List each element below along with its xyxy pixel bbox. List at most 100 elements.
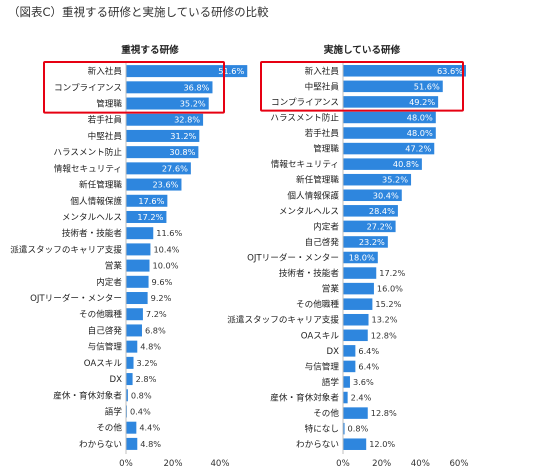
category-label: その他職種 xyxy=(296,298,339,310)
highlight-box xyxy=(260,61,464,112)
data-label: 23.2% xyxy=(359,237,385,247)
data-label: 27.6% xyxy=(162,163,188,173)
category-label: 個人情報保護 xyxy=(70,195,122,207)
chart-title: 実施している研修 xyxy=(324,44,401,56)
bar xyxy=(126,81,213,94)
category-label: 情報セキュリティ xyxy=(54,162,122,174)
bar xyxy=(343,158,422,170)
bar xyxy=(126,389,128,402)
category-label: 新任管理職 xyxy=(296,174,339,186)
bar xyxy=(343,422,345,435)
bar xyxy=(126,146,199,159)
bar xyxy=(126,437,138,450)
data-label: 17.6% xyxy=(138,196,164,206)
data-label: 0.4% xyxy=(130,406,151,416)
data-label: 4.8% xyxy=(140,439,161,449)
data-label: 30.4% xyxy=(373,190,399,200)
bar xyxy=(126,259,150,272)
category-label: ハラスメント防止 xyxy=(53,146,122,158)
category-label: メンタルヘルス xyxy=(62,212,122,223)
data-label: 6.4% xyxy=(358,346,379,356)
category-label: 語学 xyxy=(105,405,123,417)
data-label: 2.4% xyxy=(351,393,372,403)
bar xyxy=(126,194,168,207)
data-label: 9.2% xyxy=(151,293,172,303)
category-label: 新入社員 xyxy=(88,65,123,77)
category-label: 産休・育休対象者 xyxy=(270,392,339,404)
category-label: わからない xyxy=(296,439,339,450)
bar xyxy=(126,373,133,386)
bar xyxy=(126,227,154,240)
data-label: 27.2% xyxy=(367,221,393,231)
data-label: 15.2% xyxy=(375,299,401,309)
data-label: 12.8% xyxy=(371,408,397,418)
x-tick-label: 20% xyxy=(372,459,391,469)
data-label: 6.4% xyxy=(358,361,379,371)
bar xyxy=(343,220,396,233)
bar xyxy=(343,251,378,264)
data-label: 31.2% xyxy=(170,131,196,141)
data-label: 4.4% xyxy=(139,423,160,433)
bar xyxy=(343,189,402,202)
data-label: 10.4% xyxy=(153,244,179,254)
bar xyxy=(343,267,377,279)
bar xyxy=(343,65,466,77)
category-label: 管理職 xyxy=(96,98,122,110)
bar xyxy=(343,111,436,124)
data-label: 63.6% xyxy=(437,66,463,76)
bar xyxy=(343,313,369,326)
data-label: 51.6% xyxy=(218,66,244,76)
category-label: ハラスメント防止 xyxy=(270,111,339,123)
bar xyxy=(343,376,350,388)
data-label: 23.6% xyxy=(152,180,178,190)
category-label: DX xyxy=(109,375,122,385)
data-label: 18.0% xyxy=(349,253,375,263)
bar xyxy=(126,129,200,142)
data-label: 17.2% xyxy=(379,268,405,278)
category-label: コンプライアンス xyxy=(271,97,339,108)
data-label: 0.8% xyxy=(131,390,152,400)
bar xyxy=(126,210,167,223)
data-label: 4.8% xyxy=(140,342,161,352)
bar xyxy=(343,391,348,404)
category-label: メンタルヘルス xyxy=(279,206,339,217)
bar xyxy=(343,127,436,139)
category-label: 営業 xyxy=(105,260,123,272)
bar xyxy=(343,205,398,217)
bar xyxy=(126,178,182,191)
bar xyxy=(126,324,142,337)
data-label: 35.2% xyxy=(180,99,206,109)
bar xyxy=(343,282,374,295)
category-label: 技術者・技能者 xyxy=(62,227,123,239)
data-label: 9.6% xyxy=(152,277,173,287)
x-tick-label: 40% xyxy=(411,459,430,469)
data-label: 12.8% xyxy=(371,330,397,340)
data-label: 47.2% xyxy=(405,144,431,154)
highlight-box xyxy=(43,61,225,114)
bar xyxy=(126,243,151,256)
data-label: 10.0% xyxy=(153,261,179,271)
category-label: 派遣スタッフのキャリア支援 xyxy=(227,314,339,326)
bar xyxy=(126,162,191,175)
category-label: 特になし xyxy=(305,423,339,435)
data-label: 3.2% xyxy=(137,358,158,368)
bar xyxy=(343,407,368,419)
x-tick-label: 40% xyxy=(210,459,229,469)
category-label: 個人情報保護 xyxy=(287,189,339,201)
data-label: 2.8% xyxy=(136,374,157,384)
bar xyxy=(343,298,373,310)
category-label: その他 xyxy=(96,422,122,434)
category-label: 与信管理 xyxy=(88,341,123,353)
bar xyxy=(126,113,204,126)
data-label: 36.8% xyxy=(183,82,209,92)
data-label: 49.2% xyxy=(409,97,435,107)
bar xyxy=(343,142,435,155)
bar xyxy=(343,173,412,186)
bar xyxy=(343,329,368,342)
bar xyxy=(343,80,443,93)
bar xyxy=(343,236,388,248)
data-label: 16.0% xyxy=(377,284,403,294)
data-label: 13.2% xyxy=(372,315,398,325)
chart-title: 重視する研修 xyxy=(121,44,179,56)
data-label: 48.0% xyxy=(407,112,433,122)
